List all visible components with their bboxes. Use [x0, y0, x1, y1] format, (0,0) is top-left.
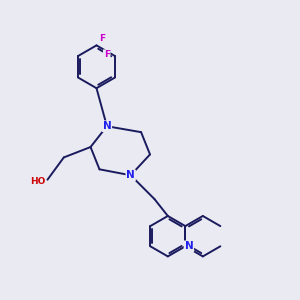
Text: N: N	[184, 241, 193, 251]
Text: N: N	[126, 170, 135, 180]
Text: F: F	[103, 50, 110, 59]
Text: F: F	[99, 34, 105, 43]
Text: N: N	[103, 121, 111, 131]
Text: HO: HO	[30, 177, 45, 186]
